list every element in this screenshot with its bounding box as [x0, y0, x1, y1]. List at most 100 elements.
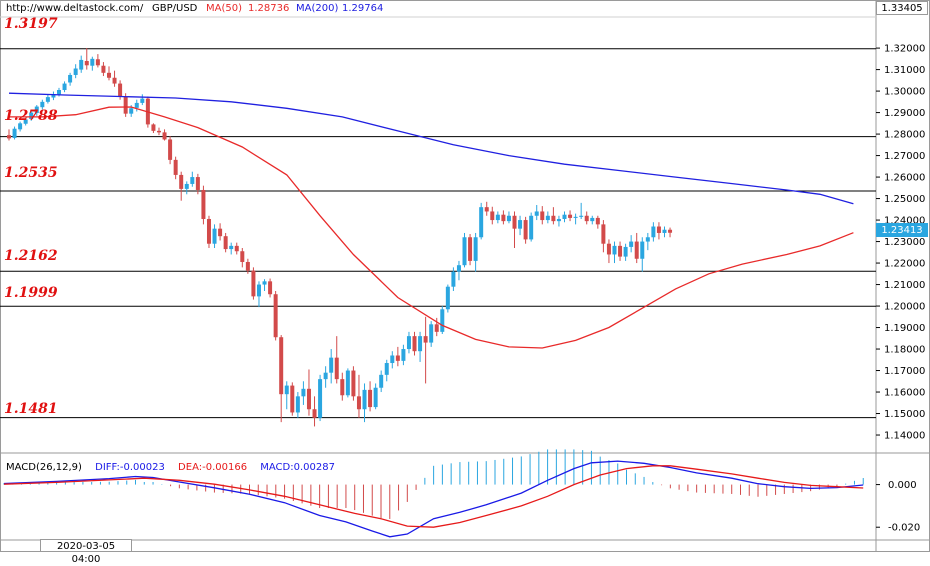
- candle-body: [123, 96, 128, 114]
- candle-body: [645, 237, 650, 242]
- price-tick-label: 1.16000: [884, 388, 925, 399]
- candle-body: [190, 177, 195, 184]
- candle: [101, 62, 106, 77]
- price-tick-label: 1.32000: [884, 44, 925, 55]
- candle: [456, 260, 461, 281]
- ma200-value: 1.29764: [342, 3, 384, 14]
- candle-body: [345, 370, 350, 396]
- candle-body: [51, 94, 56, 98]
- price-tick-label: 1.19000: [884, 323, 925, 334]
- candle: [223, 232, 228, 253]
- candle-body: [573, 216, 578, 218]
- candle-body: [218, 228, 223, 237]
- candle: [406, 331, 411, 354]
- price-tick-label: 1.20000: [884, 302, 925, 313]
- candle: [245, 258, 250, 274]
- candle: [395, 346, 400, 367]
- candle: [340, 372, 345, 401]
- candle: [23, 117, 28, 126]
- candle-body: [340, 379, 345, 396]
- top-price-box: 1.33405: [876, 1, 928, 15]
- candle: [268, 278, 273, 298]
- candle: [306, 369, 311, 416]
- candle-body: [118, 83, 123, 97]
- candle-body: [229, 245, 234, 250]
- price-tick-label: 1.31000: [884, 65, 925, 76]
- candle-body: [306, 388, 311, 410]
- candle: [156, 127, 161, 136]
- candle-body: [518, 220, 523, 229]
- site-url[interactable]: http://www.deltastock.com/: [6, 3, 144, 14]
- candle: [140, 94, 145, 106]
- candle-body: [101, 65, 106, 73]
- candle-body: [429, 324, 434, 343]
- candle-body: [468, 237, 473, 261]
- candle: [45, 94, 50, 104]
- price-tick-label: 1.26000: [884, 173, 925, 184]
- candle-body: [212, 228, 217, 244]
- macd-panel: 0.000 -0.020: [3, 449, 920, 538]
- candle: [606, 239, 611, 264]
- candle-body: [540, 211, 545, 221]
- candle: [151, 123, 156, 134]
- level-label-3: 1.2535: [4, 165, 58, 181]
- candle: [429, 321, 434, 347]
- candle-body: [440, 309, 445, 332]
- candle: [84, 48, 89, 70]
- candle: [73, 64, 78, 79]
- price-tick-label: 1.23000: [884, 237, 925, 248]
- candle-body: [556, 218, 561, 222]
- candle: [523, 216, 528, 244]
- candle-body: [601, 224, 606, 244]
- candle-body: [168, 139, 173, 160]
- candle: [362, 383, 367, 423]
- candle-body: [534, 211, 539, 216]
- macd-histogram-value: MACD:0.00287: [260, 462, 335, 473]
- candle: [284, 381, 289, 410]
- candle: [590, 215, 595, 225]
- candle: [568, 210, 573, 222]
- candle: [68, 72, 73, 86]
- candle: [179, 171, 184, 201]
- candle: [34, 105, 39, 116]
- candle: [573, 213, 578, 225]
- level-label-5: 1.1999: [4, 285, 58, 301]
- candle-body: [418, 336, 423, 352]
- candlestick-series: [7, 48, 673, 427]
- candle-body: [56, 90, 61, 95]
- candle: [40, 99, 45, 110]
- candle-body: [423, 336, 428, 343]
- candle: [251, 267, 256, 300]
- candle-body: [262, 281, 267, 285]
- candle: [451, 267, 456, 292]
- candle: [168, 136, 173, 165]
- candle-body: [484, 207, 489, 212]
- candle: [234, 242, 239, 255]
- candle-body: [162, 132, 167, 140]
- price-tick-label: 1.21000: [884, 280, 925, 291]
- price-tick-label: 1.14000: [884, 431, 925, 442]
- candle-body: [501, 214, 506, 222]
- candle: [229, 242, 234, 255]
- macd-tick-label: 0.000: [888, 480, 917, 491]
- candle: [279, 335, 284, 423]
- candle: [484, 201, 489, 216]
- price-tick-label: 1.15000: [884, 409, 925, 420]
- candle-body: [356, 396, 361, 410]
- ma200-label: MA(200): [296, 3, 339, 14]
- candle: [212, 224, 217, 249]
- candle: [373, 383, 378, 410]
- support-resistance-lines: [0, 48, 876, 419]
- candle-body: [545, 215, 550, 221]
- candle: [345, 368, 350, 398]
- candle-body: [34, 106, 39, 114]
- candle: [545, 211, 550, 224]
- candle-body: [362, 389, 367, 410]
- candle-body: [273, 294, 278, 338]
- candle: [434, 317, 439, 337]
- candle: [134, 99, 139, 112]
- candle-body: [406, 336, 411, 350]
- candle-body: [445, 286, 450, 310]
- ma50-label: MA(50): [206, 3, 242, 14]
- candle-body: [251, 270, 256, 297]
